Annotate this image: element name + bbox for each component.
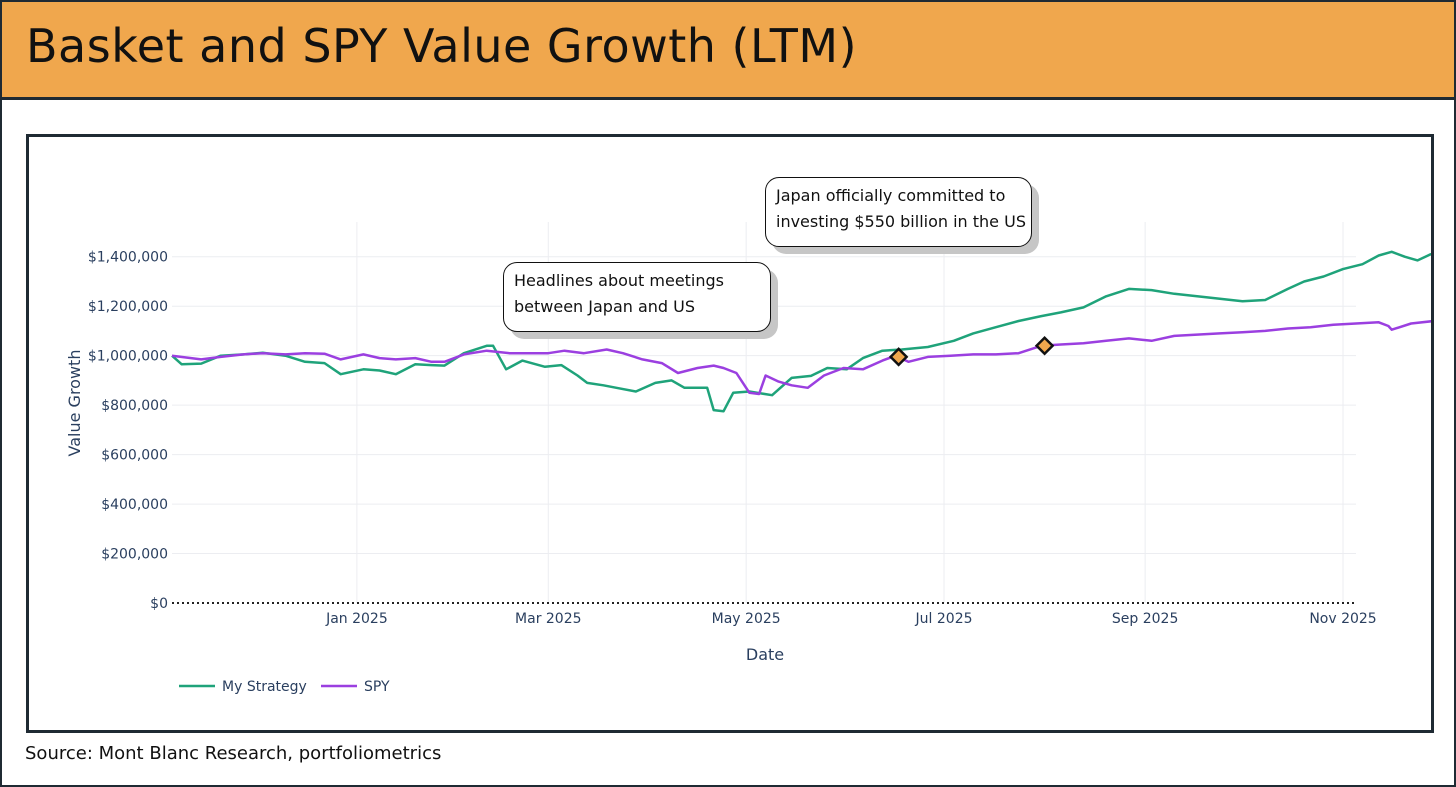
marker-layer (888, 336, 1055, 367)
series-my-strategy-line[interactable] (171, 250, 1431, 413)
y-tick-label: $600,000 (101, 448, 168, 464)
legend-my-strategy-label[interactable]: My Strategy (222, 679, 307, 695)
y-axis-title: Value Growth (65, 350, 84, 457)
y-tick-label: $800,000 (101, 398, 168, 414)
x-tick-label: Mar 2025 (515, 611, 582, 627)
y-tick-label: $1,200,000 (88, 299, 168, 315)
x-tick-label: Sep 2025 (1112, 611, 1178, 627)
annotation-headlines: Headlines about meetings between Japan a… (503, 262, 771, 332)
annotation-headlines-line2: between Japan and US (514, 297, 696, 316)
source-note: Source: Mont Blanc Research, portfoliome… (25, 743, 442, 764)
y-tick-label: $0 (150, 596, 168, 612)
series-layer (171, 250, 1431, 413)
x-tick-label: Nov 2025 (1309, 611, 1376, 627)
page-title: Basket and SPY Value Growth (LTM) (26, 19, 858, 73)
y-tick-label: $200,000 (101, 547, 168, 563)
legend-spy-label[interactable]: SPY (364, 679, 390, 695)
x-axis-title: Date (746, 645, 784, 664)
y-tick-label: $400,000 (101, 497, 168, 513)
x-tick-label: Jan 2025 (325, 611, 388, 627)
y-tick-label: $1,000,000 (88, 349, 168, 365)
series-spy-line[interactable] (171, 317, 1431, 396)
annotation-japan-line1: Japan officially committed to (776, 186, 1006, 205)
annotation-japan-line2: investing $550 billion in the US (776, 212, 1026, 231)
title-banner: Basket and SPY Value Growth (LTM) (2, 2, 1454, 100)
y-tick-label: $1,400,000 (88, 250, 168, 266)
annotation-headlines-line1: Headlines about meetings (514, 271, 725, 290)
x-tick-label: Jul 2025 (915, 611, 973, 627)
tick-layer: $0 $200,000 $400,000 $600,000 $800,000 $1,000… (88, 250, 1377, 627)
line-chart: $0 $200,000 $400,000 $600,000 $800,000 $1,000… (65, 222, 1431, 695)
annotation-japan-commitment: Japan officially committed to investing … (765, 177, 1032, 247)
event-marker-1[interactable] (888, 347, 909, 367)
chart-container: $0 $200,000 $400,000 $600,000 $800,000 $1,000… (26, 134, 1434, 733)
event-marker-2[interactable] (1034, 336, 1055, 356)
legend[interactable]: My Strategy SPY (179, 679, 390, 695)
x-tick-label: May 2025 (712, 611, 781, 627)
